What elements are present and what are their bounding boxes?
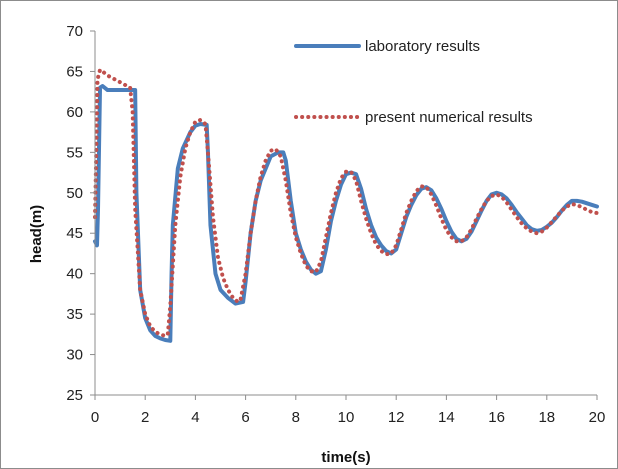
x-tick-label: 4	[191, 409, 199, 426]
y-tick-label: 65	[66, 63, 83, 80]
y-axis-title: head(m)	[28, 205, 45, 263]
y-tick-label: 25	[66, 387, 83, 404]
y-tick-label: 55	[66, 144, 83, 161]
x-tick-label: 0	[91, 409, 99, 426]
x-tick-label: 10	[338, 409, 355, 426]
x-tick-label: 8	[292, 409, 300, 426]
x-tick-label: 12	[388, 409, 405, 426]
x-tick-label: 16	[488, 409, 505, 426]
legend: laboratory results present numerical res…	[294, 38, 533, 126]
y-axis: 25 30 35 40 45 50 55 60 65 70	[66, 23, 96, 404]
y-tick-label: 60	[66, 104, 83, 121]
y-tick-label: 50	[66, 185, 83, 202]
x-tick-label: 2	[141, 409, 149, 426]
series-line-1	[93, 66, 599, 339]
x-axis: 0 2 4 6 8 10 12 14 16 18 20	[91, 394, 606, 426]
y-tick-label: 30	[66, 347, 83, 364]
y-tick-label: 45	[66, 225, 83, 242]
legend-label-numerical: present numerical results	[365, 109, 533, 126]
x-tick-label: 20	[589, 409, 606, 426]
x-tick-label: 14	[438, 409, 455, 426]
y-tick-label: 40	[66, 266, 83, 283]
y-tick-label: 70	[66, 23, 83, 40]
x-axis-title: time(s)	[321, 449, 370, 466]
x-tick-label: 18	[538, 409, 555, 426]
plot-area	[93, 66, 599, 343]
x-tick-label: 6	[241, 409, 249, 426]
y-tick-label: 35	[66, 306, 83, 323]
legend-label-laboratory: laboratory results	[365, 38, 480, 55]
